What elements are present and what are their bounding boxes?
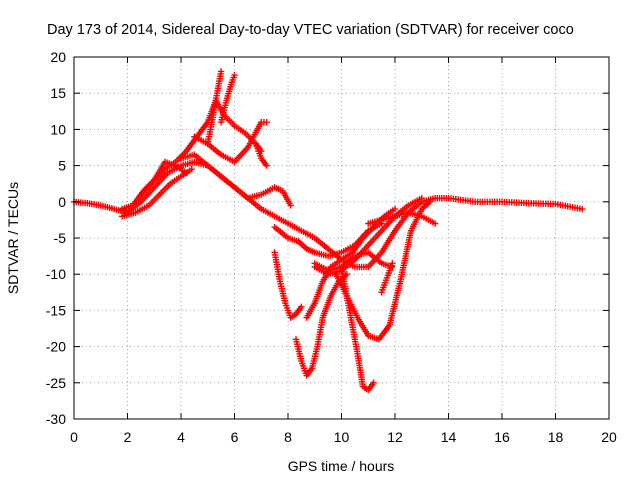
data-point xyxy=(183,169,190,177)
x-tick-label: 2 xyxy=(124,429,132,445)
data-point xyxy=(217,68,225,75)
data-point xyxy=(263,118,270,126)
data-point xyxy=(391,205,399,213)
y-tick-label: -25 xyxy=(46,375,66,391)
x-tick-label: 16 xyxy=(494,429,510,445)
x-tick-label: 20 xyxy=(601,429,617,445)
x-tick-label: 0 xyxy=(70,429,78,445)
y-tick-label: 0 xyxy=(58,194,66,210)
y-tick-label: -5 xyxy=(54,230,67,246)
data-point xyxy=(188,166,195,173)
series-track-15 xyxy=(332,198,433,343)
x-tick-label: 10 xyxy=(334,429,350,445)
y-axis-label: SDTVAR / TECUs xyxy=(5,182,21,294)
y-tick-label: 20 xyxy=(50,49,66,65)
series-track-6 xyxy=(252,140,270,169)
data-point xyxy=(298,303,305,310)
x-tick-label: 14 xyxy=(441,429,457,445)
data-point xyxy=(431,220,439,227)
data-point xyxy=(389,263,396,271)
y-tick-label: -10 xyxy=(46,266,66,282)
data-point xyxy=(287,202,294,209)
data-marks xyxy=(70,68,586,394)
y-tick-label: -15 xyxy=(46,302,66,318)
data-point xyxy=(418,194,425,202)
data-point xyxy=(231,71,238,79)
series-track-4 xyxy=(217,71,238,126)
data-point xyxy=(263,162,270,169)
series-track-3 xyxy=(204,68,225,148)
data-point xyxy=(579,205,586,213)
y-tick-label: -20 xyxy=(46,339,66,355)
x-tick-label: 18 xyxy=(548,429,564,445)
x-tick-label: 8 xyxy=(284,429,292,445)
series-track-7 xyxy=(177,151,294,209)
tick-labels: 0 2 4 6 8 10 12 14 16 18 20 -30 -25 -20 -15 -10 -5 0 5 10 15… xyxy=(46,49,617,445)
x-tick-label: 4 xyxy=(177,429,185,445)
x-axis-label: GPS time / hours xyxy=(288,458,395,474)
chart-title: Day 173 of 2014, Sidereal Day-to-day VTE… xyxy=(47,22,574,38)
y-tick-label: 5 xyxy=(58,158,66,174)
y-tick-label: -30 xyxy=(46,411,66,427)
data-point xyxy=(426,198,433,205)
series-track-17 xyxy=(311,249,396,274)
series-track-19 xyxy=(137,158,190,198)
data-point xyxy=(370,379,377,386)
series-track-10 xyxy=(271,249,305,321)
x-tick-label: 6 xyxy=(231,429,239,445)
x-tick-label: 12 xyxy=(387,429,403,445)
y-tick-label: 10 xyxy=(50,121,66,137)
y-tick-label: 15 xyxy=(50,85,66,101)
series-track-12 xyxy=(303,205,399,321)
axis-ticks xyxy=(73,56,610,420)
series-track-5 xyxy=(191,118,270,166)
series-track-18 xyxy=(118,166,195,220)
